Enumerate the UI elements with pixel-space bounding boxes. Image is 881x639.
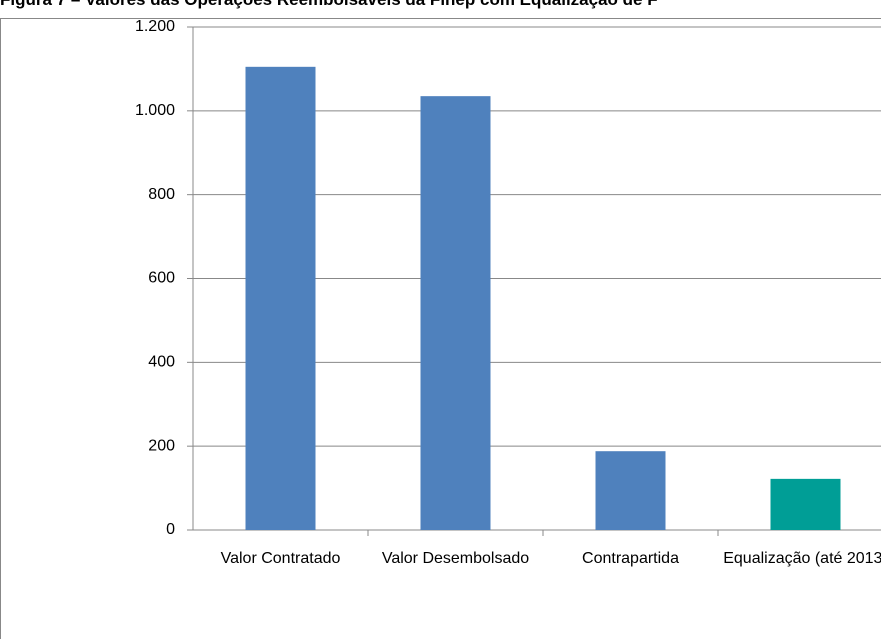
chart: 0 200 400 600 800 1.000 1.200 [0, 0, 881, 612]
bar [246, 67, 316, 530]
y-tick-label: 1.000 [135, 102, 175, 119]
y-tick-label: 800 [148, 186, 175, 203]
page: {"chart_data": {"type": "bar", "title": … [0, 0, 881, 612]
y-tick-label: 200 [148, 437, 175, 454]
bar [596, 451, 666, 530]
y-tick-label: 0 [166, 521, 175, 538]
x-tick-label: Equalização (até 2013) [722, 548, 881, 570]
x-tick-label: Contrapartida [547, 548, 715, 570]
y-tick-label: 1.200 [135, 18, 175, 35]
x-tick-label: Valor Contratado [197, 548, 365, 570]
bar [421, 96, 491, 530]
y-tick-label: 600 [148, 270, 175, 287]
y-tick-label: 400 [148, 354, 175, 371]
x-tick-label: Valor Desembolsado [372, 548, 540, 570]
bar [771, 479, 841, 530]
